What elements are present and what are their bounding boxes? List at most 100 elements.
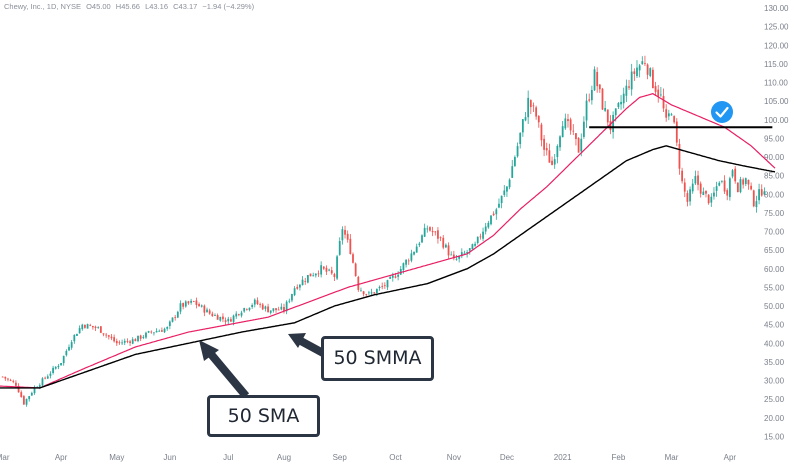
candle-body	[378, 286, 381, 289]
symbol-name[interactable]: Chewy, Inc., 1D, NYSE	[4, 2, 81, 11]
annotation-arrows	[199, 333, 325, 399]
candle-body	[649, 68, 652, 76]
price-tick-label: 85.00	[764, 172, 785, 181]
candle-body	[267, 306, 269, 313]
price-tick-label: 15.00	[764, 432, 785, 441]
candle-body	[670, 114, 673, 116]
candle-body	[559, 136, 561, 148]
candle-body	[46, 376, 49, 379]
candle-body	[479, 236, 482, 238]
candle-body	[179, 303, 182, 312]
candle-body	[500, 195, 503, 204]
candle-body	[638, 65, 641, 71]
candle-body	[426, 228, 429, 230]
candle-body	[683, 182, 686, 192]
candle-body	[344, 229, 346, 235]
candle-body	[368, 292, 370, 294]
candle-body	[44, 377, 47, 379]
candle-body	[147, 331, 150, 333]
candle-body	[471, 244, 474, 250]
candle-body	[142, 336, 145, 338]
candle-body	[564, 118, 567, 129]
price-tick-label: 60.00	[764, 265, 785, 274]
candle-body	[721, 180, 723, 182]
candle-body	[375, 289, 378, 293]
candle-body	[163, 328, 166, 333]
candle-body	[73, 334, 76, 342]
candle-body	[498, 203, 500, 208]
candle-body	[705, 190, 707, 194]
low-value: L43.16	[145, 2, 169, 11]
candle-body	[259, 304, 262, 305]
candle-body	[763, 191, 766, 195]
candle-body	[184, 301, 187, 307]
price-tick-label: 75.00	[764, 209, 785, 218]
candle-body	[423, 227, 426, 237]
candle-body	[681, 170, 684, 182]
sma-callout: 50 SMA	[207, 395, 320, 437]
candle-body	[338, 241, 341, 255]
candle-body	[105, 334, 108, 336]
candle-body	[293, 288, 296, 296]
candle-body	[176, 311, 179, 318]
candle-body	[126, 340, 129, 342]
candle-body	[291, 294, 293, 301]
candle-body	[187, 301, 190, 304]
candle-body	[535, 107, 538, 117]
candle-body	[583, 121, 585, 137]
candle-body	[755, 201, 758, 208]
candle-body	[94, 326, 97, 329]
candle-body	[49, 373, 52, 376]
candle-body	[622, 93, 625, 104]
candlestick-series	[1, 55, 766, 407]
candle-body	[410, 253, 413, 261]
candle-body	[206, 309, 208, 313]
candle-body	[275, 308, 277, 311]
candle-body	[450, 254, 453, 256]
candle-body	[752, 190, 755, 207]
candle-body	[245, 308, 248, 310]
candle-body	[561, 126, 564, 138]
time-tick-label: Nov	[447, 453, 461, 462]
candle-body	[474, 243, 476, 246]
candle-body	[654, 86, 657, 92]
sma-arrow-shaft	[206, 350, 250, 399]
candle-body	[556, 145, 559, 158]
candle-body	[543, 138, 545, 150]
candle-body	[7, 378, 9, 380]
price-tick-label: 125.00	[764, 23, 789, 32]
candle-body	[296, 286, 299, 289]
candle-body	[89, 325, 92, 326]
price-tick-label: 40.00	[764, 339, 785, 348]
candle-body	[675, 121, 678, 143]
smma-arrow-head	[288, 333, 306, 348]
candle-body	[166, 327, 169, 329]
time-axis[interactable]: Mar Apr May Jun Jul Aug Sep Oct Nov Dec 2021 Feb Mar…	[0, 453, 736, 462]
price-tick-label: 45.00	[764, 321, 785, 330]
candle-body	[678, 143, 681, 169]
price-axis[interactable]: 15.00 20.00 25.00 30.00 35.00 40.00 45.00 50.00…	[764, 4, 789, 441]
candle-body	[168, 321, 171, 327]
candle-body	[84, 324, 86, 328]
candle-body	[606, 109, 609, 123]
candle-body	[211, 313, 214, 317]
candle-body	[102, 333, 105, 335]
candle-body	[407, 260, 410, 262]
candle-body	[689, 189, 691, 202]
candle-body	[309, 273, 312, 277]
candle-body	[269, 310, 272, 313]
high-value: H45.66	[115, 2, 140, 11]
candle-body	[636, 67, 638, 77]
candle-body	[153, 332, 155, 334]
candle-body	[272, 308, 275, 311]
candle-body	[728, 178, 731, 198]
candle-body	[715, 186, 718, 191]
candle-body	[285, 301, 288, 312]
candle-body	[468, 248, 471, 251]
candle-body	[519, 132, 522, 145]
candle-body	[182, 303, 185, 307]
candle-body	[283, 307, 285, 312]
candle-body	[641, 61, 644, 65]
candle-body	[572, 130, 575, 132]
